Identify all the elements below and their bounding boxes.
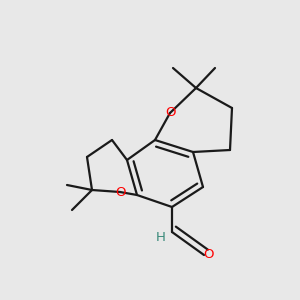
Text: O: O <box>203 248 214 262</box>
Text: O: O <box>115 185 125 199</box>
Text: O: O <box>165 106 175 119</box>
Text: H: H <box>156 231 166 244</box>
